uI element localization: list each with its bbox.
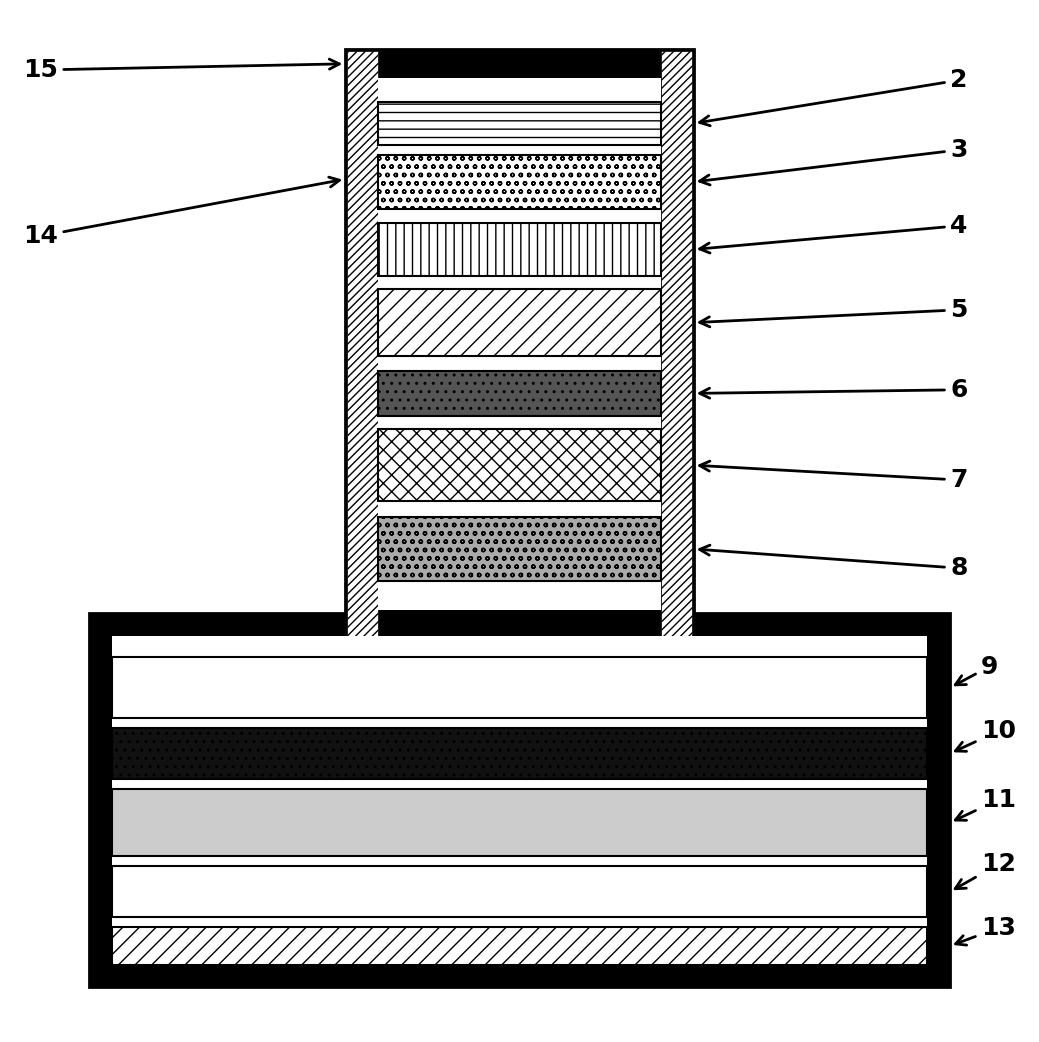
Text: 6: 6: [699, 378, 967, 402]
Bar: [378, 517, 661, 581]
Bar: [111, 658, 928, 718]
Bar: [378, 102, 661, 145]
Bar: [111, 866, 928, 917]
Bar: [661, 51, 692, 638]
Bar: [111, 927, 928, 965]
Text: 8: 8: [699, 545, 967, 580]
Bar: [111, 789, 928, 857]
Bar: [111, 728, 928, 779]
Text: 12: 12: [955, 852, 1016, 889]
Text: 4: 4: [699, 214, 967, 253]
Text: 14: 14: [23, 177, 340, 248]
Bar: [111, 636, 928, 965]
Text: 7: 7: [699, 462, 967, 492]
Bar: [378, 429, 661, 501]
Text: 15: 15: [23, 58, 340, 82]
Text: 10: 10: [956, 719, 1016, 751]
Bar: [378, 371, 661, 416]
Bar: [378, 290, 661, 356]
Text: 13: 13: [956, 916, 1016, 945]
Text: 3: 3: [699, 138, 967, 185]
Bar: [347, 51, 378, 638]
Text: 5: 5: [699, 298, 967, 327]
Bar: [378, 78, 661, 611]
Text: 11: 11: [956, 788, 1016, 820]
Bar: [345, 49, 694, 639]
Text: 2: 2: [699, 68, 967, 126]
Bar: [378, 223, 661, 276]
Bar: [378, 155, 661, 208]
Text: 9: 9: [955, 654, 998, 685]
Bar: [89, 614, 950, 988]
